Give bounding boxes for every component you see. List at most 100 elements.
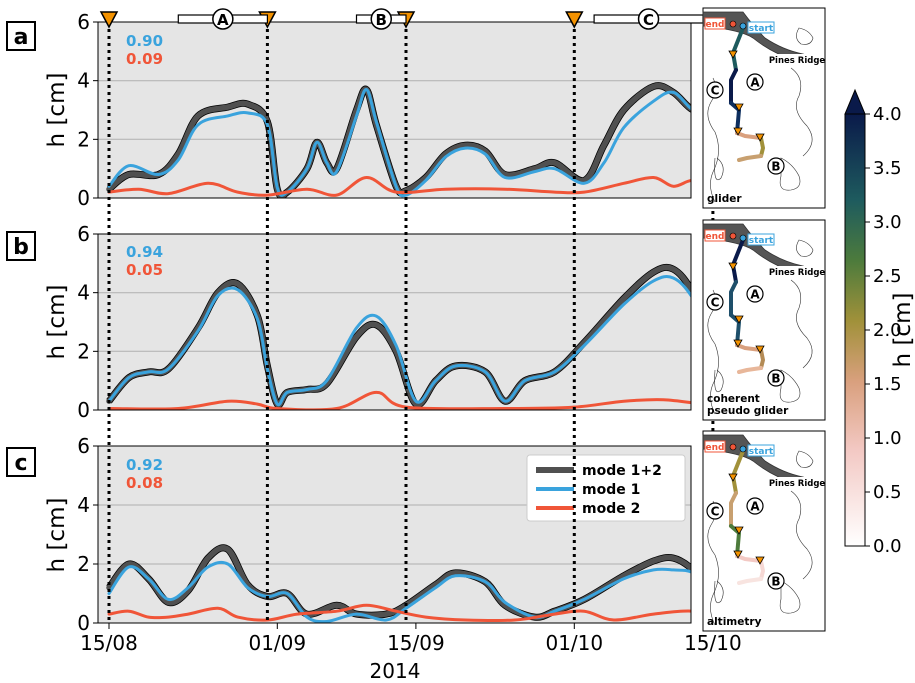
map-a-contour-1 [790, 67, 813, 157]
panel-b-label: b [13, 235, 29, 260]
map-a-caption-0: glider [707, 193, 742, 205]
panel-c-ytick-label-0: 0 [77, 611, 90, 635]
panel-b-lines [106, 263, 691, 410]
panel-a-background [98, 22, 691, 198]
transect-circle-B [370, 8, 392, 30]
map-c-circle-A [746, 497, 764, 515]
map-b-letter-B: B [771, 372, 780, 386]
panel-a-ytick-label-4: 4 [77, 69, 90, 93]
map-a-circle-B [767, 157, 785, 175]
map-c-contour-4 [714, 580, 724, 604]
map-b-track-4 [759, 348, 765, 370]
map-b-end-box [704, 229, 726, 242]
map-b-contour-4 [714, 369, 724, 393]
map-b-track-1 [729, 280, 738, 317]
map-b-start-dot [739, 234, 747, 242]
map-c-end-label: end [706, 443, 725, 453]
panel-c: 0 2 4 6 c h [cm] 0.92 0.08 mode 1+2 mode 1 … [6, 434, 692, 635]
panel-a-ytick-label-2: 2 [77, 127, 90, 151]
panel-c-ytick-label-6: 6 [77, 434, 90, 458]
map-a-circle-A [746, 73, 764, 91]
map-a-contour-3 [796, 27, 814, 45]
panel-c-ylabel: h [cm] [44, 498, 70, 573]
colorbar-tick-label-3: 1.5 [873, 374, 902, 395]
map-b-caption-0: coherent [707, 393, 760, 405]
transect-letter-C: C [643, 11, 654, 29]
panel-b-stat-mode2: 0.05 [126, 261, 163, 279]
panel-a-stat-mode1: 0.90 [126, 32, 163, 50]
map-a-track-4 [759, 136, 765, 158]
map-c-circle-C [706, 502, 724, 520]
colorbar-tick-label-5: 2.5 [873, 266, 902, 287]
x-tick-label-3: 01/10 [545, 631, 603, 655]
panel-b: 0 2 4 6 b h [cm] 0.94 0.05 [6, 222, 692, 422]
map-a-marker-0 [728, 50, 738, 59]
transect-letter-B: B [376, 11, 387, 29]
map-a-ridge-label: Pines Ridge [769, 56, 826, 66]
map-b-track-5 [737, 366, 763, 374]
panel-a-ytick-label-6: 6 [77, 10, 90, 34]
panel-a-label-box [6, 21, 36, 51]
map-b-circle-C [706, 293, 724, 311]
panel-b-ytick-label-2: 2 [77, 339, 90, 363]
panel-a-ytick-labels: 0 2 4 6 [77, 10, 98, 210]
map-a-start-box [747, 21, 775, 34]
map-c-end-dot [729, 443, 737, 451]
panel-b-ytick-label-0: 0 [77, 398, 90, 422]
panel-a: 0 2 4 6 a h [cm] 0.90 0.09 [6, 10, 692, 210]
map-a-end-dot [729, 20, 737, 28]
map-b-end-dot [729, 232, 737, 240]
panel-b-background [98, 234, 691, 410]
panel-a-ytick-label-0: 0 [77, 186, 90, 210]
map-c-ridge-box [771, 477, 823, 488]
panel-b-ylabel: h [cm] [44, 285, 70, 360]
x-tick-label-4: 15/10 [684, 631, 742, 655]
legend-label-mode12: mode 1+2 [582, 463, 662, 479]
panel-b-frame [97, 233, 692, 411]
map-b-marker-1 [734, 315, 744, 324]
panel-c-stat-mode2: 0.08 [126, 474, 163, 492]
map-b-start-box [747, 233, 775, 246]
transect-circle-A [212, 8, 234, 30]
x-tick-label-2: 15/09 [387, 631, 445, 655]
colorbar-label: h [cm] [890, 293, 915, 368]
map-b-contour-2 [779, 369, 801, 403]
map-c-contour-1 [790, 490, 813, 580]
panel-c-frame [97, 445, 692, 624]
map-b-marker-0 [728, 262, 738, 271]
map-a-letter-A: A [750, 76, 760, 90]
panel-a-series-mode1 [107, 88, 691, 198]
panel-a-grid [98, 80, 691, 140]
map-b-letter-A: A [750, 288, 760, 302]
panel-b-ytick-labels: 0 2 4 6 [77, 222, 98, 422]
map-c-track-3 [735, 554, 763, 563]
panel-c-lines [106, 544, 691, 623]
map-a-end-box [704, 17, 726, 30]
x-tick-label-0: 15/08 [80, 631, 138, 655]
map-b-end-label: end [706, 232, 725, 242]
map-c-letter-A: A [750, 500, 760, 514]
map-c-contour-2 [779, 580, 801, 614]
map-a-track-3 [735, 131, 763, 140]
colorbar-ticks: 0.0 0.5 1.0 1.5 2.0 2.5 3.0 3.5 4.0 [865, 104, 902, 557]
transect-letter-A: A [217, 11, 229, 29]
map-a-letter-B: B [771, 160, 780, 174]
map-b-caption-1: pseudo glider [707, 405, 789, 417]
map-c-track-4 [759, 559, 765, 581]
marker-triangle-0 [99, 11, 119, 29]
colorbar: 0.0 0.5 1.0 1.5 2.0 2.5 3.0 3.5 4.0 h [cm] [844, 88, 915, 557]
panel-a-lines [106, 82, 691, 198]
map-a-circle-C [706, 81, 724, 99]
map-c-marker-0 [728, 473, 738, 482]
panel-a-series-mode2 [107, 175, 691, 197]
colorbar-tick-label-7: 3.5 [873, 158, 902, 179]
panel-c-label: c [14, 451, 27, 476]
map-b-letter-C: C [711, 296, 720, 310]
map-a-contour-2 [779, 157, 801, 191]
map-a-letter-C: C [711, 84, 720, 98]
panel-b-label-box [6, 231, 36, 261]
map-b-contour-3 [796, 239, 814, 257]
legend-label-mode1: mode 1 [582, 482, 640, 498]
